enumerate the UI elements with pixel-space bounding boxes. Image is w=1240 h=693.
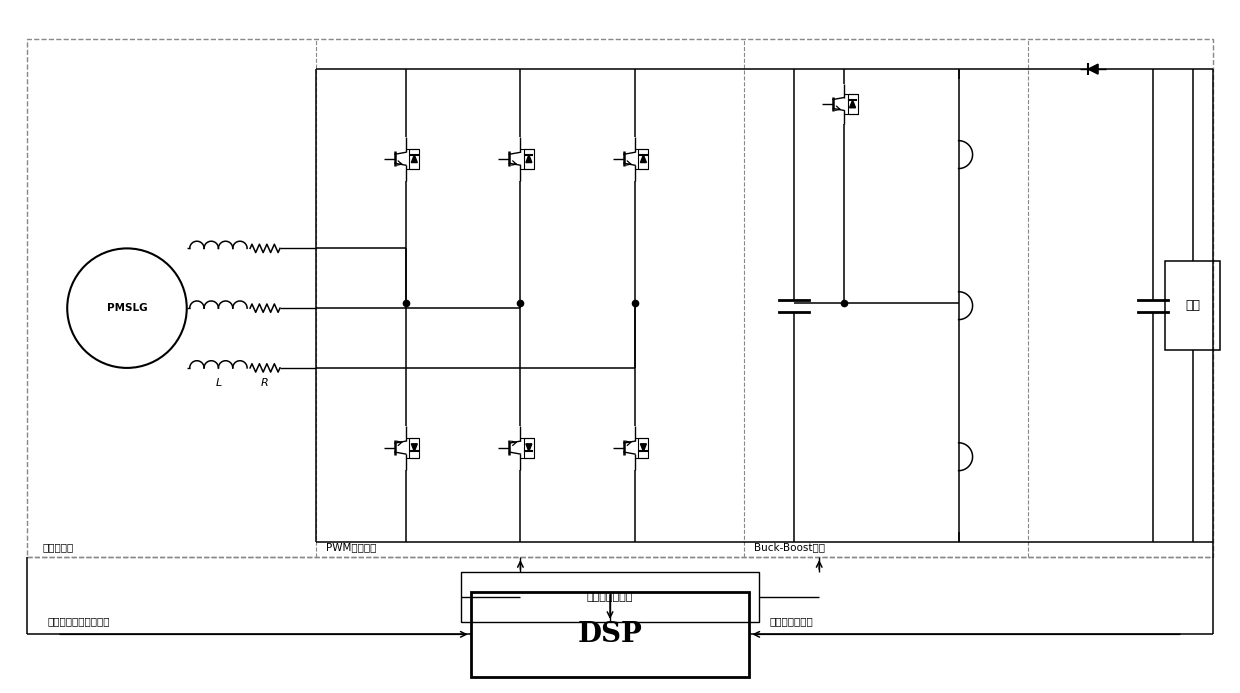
Bar [460,572,759,622]
Bar [27,40,1213,557]
Bar [639,149,649,168]
Text: L: L [216,378,222,388]
Bar [409,438,419,457]
Text: PWM整流电路: PWM整流电路 [326,542,377,552]
Bar [848,94,858,114]
Text: Buck-Boost电路: Buck-Boost电路 [754,542,826,552]
Text: 直线发电机: 直线发电机 [42,542,73,552]
Text: PMSLG: PMSLG [107,303,148,313]
Polygon shape [412,155,418,163]
Text: R: R [262,378,269,388]
Bar [639,438,649,457]
Polygon shape [640,155,646,163]
Polygon shape [849,100,856,107]
Bar [523,438,534,457]
Polygon shape [526,444,532,451]
Polygon shape [526,155,532,163]
Bar [523,149,534,168]
Text: 开关管控制信号: 开关管控制信号 [587,592,634,602]
Text: DSP: DSP [578,621,642,648]
Polygon shape [412,444,418,451]
Bar [409,149,419,168]
Text: 电流、电压、霍尔采样: 电流、电压、霍尔采样 [47,616,110,626]
Polygon shape [1089,64,1099,74]
Bar [471,592,749,676]
Polygon shape [640,444,646,451]
Text: 负载: 负载 [1185,299,1200,312]
Bar [1166,261,1220,351]
Text: 电流、电压采样: 电流、电压采样 [769,616,813,626]
